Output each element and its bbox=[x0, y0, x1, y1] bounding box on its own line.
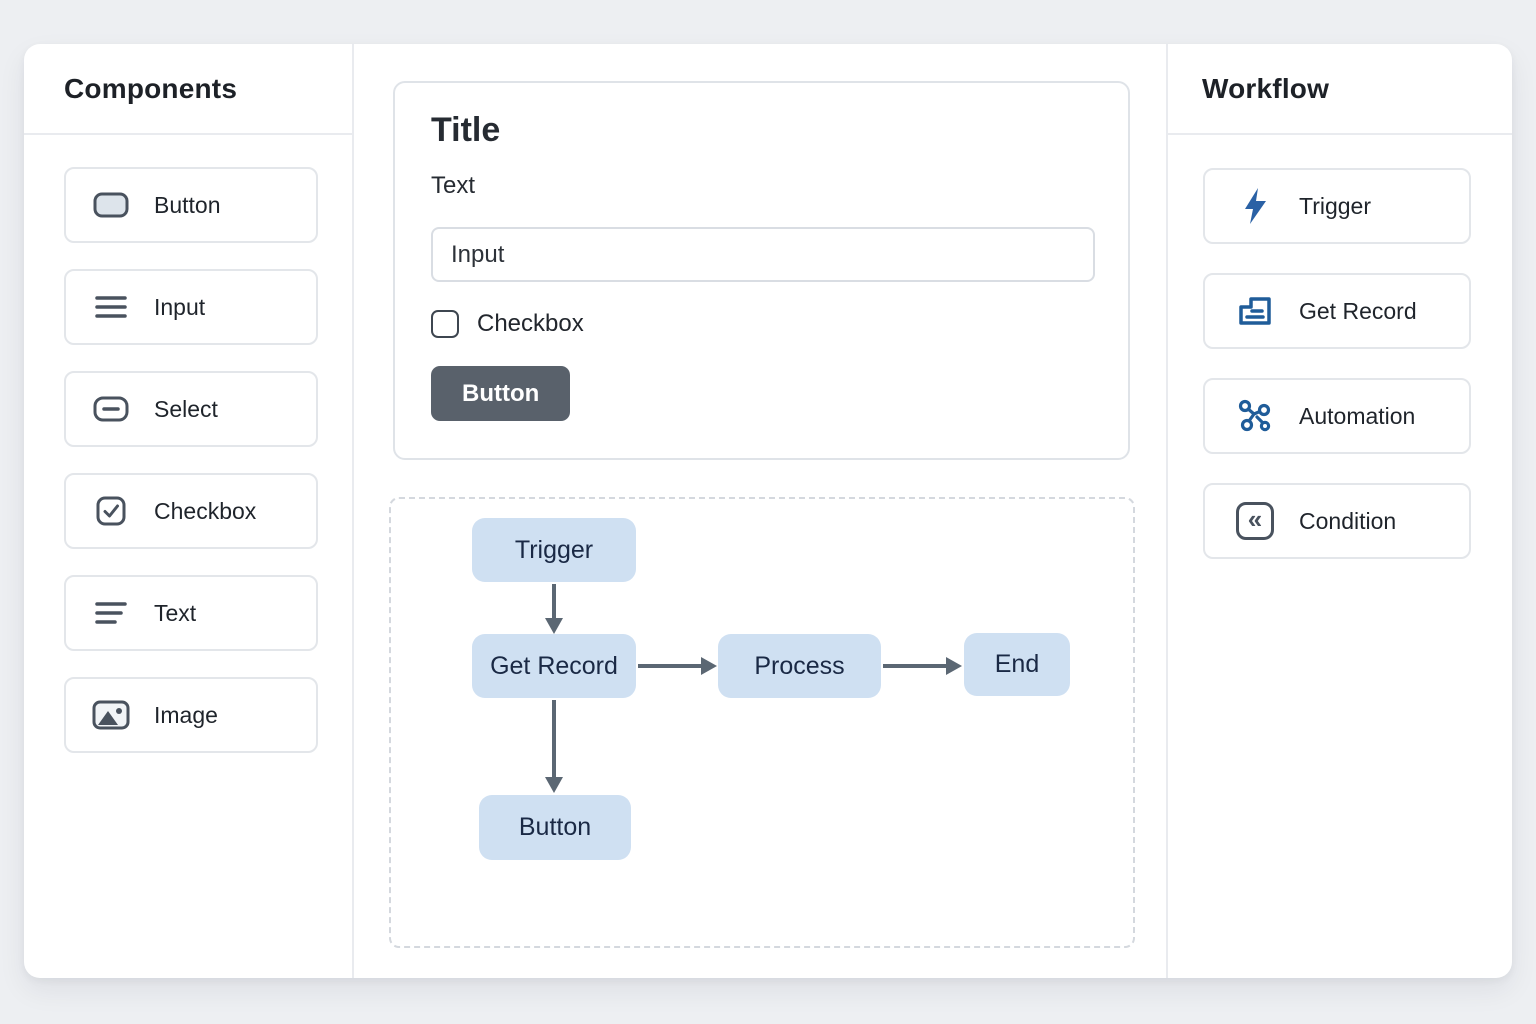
component-item-checkbox[interactable]: Checkbox bbox=[64, 473, 318, 549]
form-text-label: Text bbox=[431, 172, 476, 199]
text-lines-icon bbox=[91, 600, 131, 626]
form-title: Title bbox=[431, 111, 501, 149]
form-preview-card: Title Text Checkbox Button bbox=[393, 81, 1130, 460]
workflow-item-get-record[interactable]: Get Record bbox=[1203, 273, 1471, 349]
component-item-button[interactable]: Button bbox=[64, 167, 318, 243]
lightning-icon bbox=[1233, 186, 1277, 226]
input-lines-icon bbox=[91, 294, 131, 320]
workflow-drop-canvas[interactable]: Trigger Get Record Process End Button bbox=[389, 497, 1135, 948]
component-item-label: Image bbox=[154, 701, 218, 728]
flow-node-get-record[interactable]: Get Record bbox=[472, 634, 636, 698]
component-item-select[interactable]: Select bbox=[64, 371, 318, 447]
flow-node-trigger[interactable]: Trigger bbox=[472, 518, 636, 582]
component-item-text[interactable]: Text bbox=[64, 575, 318, 651]
record-icon bbox=[1233, 295, 1277, 327]
flow-node-button[interactable]: Button bbox=[479, 795, 631, 860]
component-item-label: Button bbox=[154, 191, 221, 218]
workflow-item-label: Get Record bbox=[1299, 297, 1417, 324]
button-icon bbox=[91, 192, 131, 218]
workflow-item-condition[interactable]: « Condition bbox=[1203, 483, 1471, 559]
workflow-list: Trigger Get Record bbox=[1168, 135, 1512, 559]
components-panel: Components Button Input bbox=[24, 44, 352, 978]
checkbox-icon bbox=[91, 496, 131, 526]
form-button[interactable]: Button bbox=[431, 366, 571, 421]
workflow-item-label: Trigger bbox=[1299, 192, 1371, 219]
form-checkbox[interactable] bbox=[431, 310, 459, 338]
workflow-item-automation[interactable]: Automation bbox=[1203, 378, 1471, 454]
form-checkbox-label: Checkbox bbox=[477, 310, 584, 337]
image-icon bbox=[91, 700, 131, 730]
workflow-item-label: Condition bbox=[1299, 507, 1397, 534]
component-item-image[interactable]: Image bbox=[64, 677, 318, 753]
canvas-panel: Title Text Checkbox Button bbox=[352, 44, 1166, 978]
components-panel-title: Components bbox=[24, 44, 352, 135]
flow-node-end[interactable]: End bbox=[964, 633, 1070, 696]
workflow-panel-title: Workflow bbox=[1168, 44, 1512, 135]
automation-network-icon bbox=[1233, 398, 1277, 434]
form-checkbox-row: Checkbox bbox=[431, 310, 1128, 338]
condition-chevrons-icon: « bbox=[1233, 502, 1277, 540]
select-icon bbox=[91, 396, 131, 422]
flow-node-process[interactable]: Process bbox=[718, 634, 881, 698]
component-item-label: Select bbox=[154, 395, 218, 422]
component-item-input[interactable]: Input bbox=[64, 269, 318, 345]
components-list: Button Input bbox=[24, 135, 352, 753]
component-item-label: Input bbox=[154, 293, 206, 320]
workflow-panel: Workflow Trigger bbox=[1166, 44, 1512, 978]
component-item-label: Text bbox=[154, 599, 197, 626]
form-input[interactable] bbox=[431, 227, 1095, 282]
workflow-item-trigger[interactable]: Trigger bbox=[1203, 168, 1471, 244]
component-item-label: Checkbox bbox=[154, 497, 257, 524]
workflow-item-label: Automation bbox=[1299, 402, 1416, 429]
app-window: Components Button Input bbox=[24, 44, 1512, 978]
